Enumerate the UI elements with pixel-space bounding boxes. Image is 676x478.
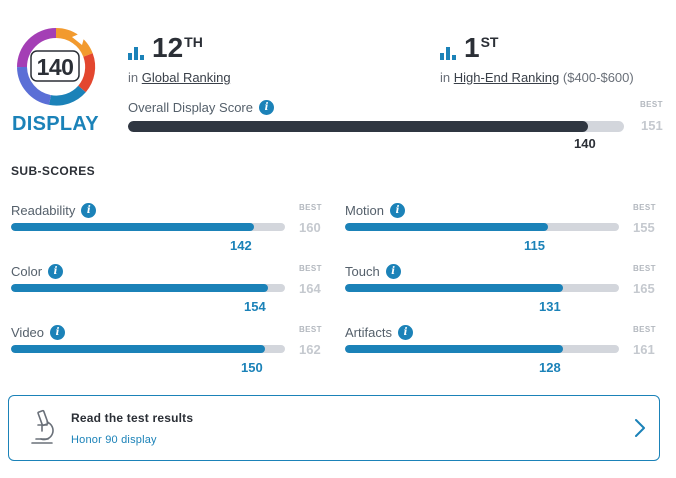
global-ranking-link[interactable]: Global Ranking [141,70,231,85]
subscore-label: Artifacts i [345,325,413,340]
overall-score-value: 140 [574,136,596,151]
global-ranking: 12 TH in Global Ranking [128,34,231,85]
subscore-best-tag: BEST [299,203,322,212]
global-rank-number: 12 [152,32,184,63]
segment-rank-suffix: ST [480,34,499,50]
subscores-title: SUB-SCORES [11,164,96,178]
card-subtitle: Honor 90 display [71,433,157,446]
subscore-best-tag: BEST [633,203,656,212]
subscore-touch: Touch i BEST 165 131 [345,264,657,324]
card-title: Read the test results [71,410,194,425]
ranking-bars-icon [440,46,456,60]
global-rank-prefix: in [128,70,139,85]
subscore-bar [11,345,285,353]
subscore-best-tag: BEST [299,264,322,273]
subscore-fill [11,345,265,353]
subscore-best-tag: BEST [633,325,656,334]
subscore-readability: Readability i BEST 160 142 [11,203,323,263]
subscore-label-text: Motion [345,203,385,218]
subscore-value: 131 [539,299,561,314]
subscore-bar [345,223,619,231]
subscore-best-tag: BEST [299,325,322,334]
subscore-best-value: 161 [633,342,655,357]
subscore-value: 154 [244,299,266,314]
subscore-label: Color i [11,264,64,279]
overall-score-text: Overall Display Score [128,100,253,115]
subscore-bar [345,345,619,353]
display-score-badge: 140 [12,27,100,107]
subscore-value: 150 [241,360,263,375]
subscore-bar [11,284,285,292]
info-icon[interactable]: i [48,264,64,279]
subscore-best-value: 160 [299,220,321,235]
info-icon[interactable]: i [397,325,413,340]
microscope-icon [31,409,54,444]
info-icon[interactable]: i [385,264,401,279]
subscore-fill [11,223,255,231]
subscore-best-value: 165 [633,281,655,296]
info-icon[interactable]: i [390,203,406,218]
subscore-value: 142 [230,238,252,253]
badge-score: 140 [36,53,74,80]
segment-rank-prefix: in [440,70,451,85]
subscore-fill [11,284,269,292]
subscore-video: Video i BEST 162 150 [11,325,323,385]
high-end-ranking-link[interactable]: High-End Ranking [453,70,560,85]
info-icon[interactable]: i [259,100,274,115]
subscore-label-text: Readability [11,203,76,218]
subscore-best-value: 164 [299,281,321,296]
overall-best-tag: BEST [640,100,663,109]
subscore-fill [345,345,563,353]
test-results-card[interactable]: Read the test results Honor 90 display [8,395,660,461]
subscore-label-text: Color [11,264,43,279]
subscore-label-text: Touch [345,264,380,279]
info-icon[interactable]: i [50,325,66,340]
subscore-artifacts: Artifacts i BEST 161 128 [345,325,657,385]
subscore-fill [345,223,549,231]
overall-score-fill [128,121,588,132]
subscore-label: Touch i [345,264,401,279]
subscore-label-text: Video [11,325,45,340]
segment-rank-number: 1 [464,32,480,63]
chevron-right-icon[interactable] [633,416,647,440]
subscore-label: Motion i [345,203,406,218]
subscore-bar [345,284,619,292]
subscore-value: 128 [539,360,561,375]
overall-score-bar [128,121,624,132]
subscore-best-value: 155 [633,220,655,235]
info-icon[interactable]: i [81,203,97,218]
ranking-bars-icon [128,46,144,60]
subscore-label: Video i [11,325,66,340]
overall-best-value: 151 [641,118,663,133]
display-label: DISPLAY [12,113,99,135]
segment-ranking: 1 ST in High-End Ranking ($400-$600) [440,34,634,85]
subscore-best-value: 162 [299,342,321,357]
price-range: ($400-$600) [562,70,634,85]
subscore-value: 115 [524,238,545,253]
global-rank-suffix: TH [184,34,203,50]
score-ring-icon [17,27,96,106]
overall-score-label: Overall Display Score i [128,100,274,115]
subscore-bar [11,223,285,231]
subscore-best-tag: BEST [633,264,656,273]
subscore-color: Color i BEST 164 154 [11,264,323,324]
subscore-fill [345,284,563,292]
subscore-label-text: Artifacts [345,325,392,340]
subscore-label: Readability i [11,203,97,218]
subscore-motion: Motion i BEST 155 115 [345,203,657,263]
